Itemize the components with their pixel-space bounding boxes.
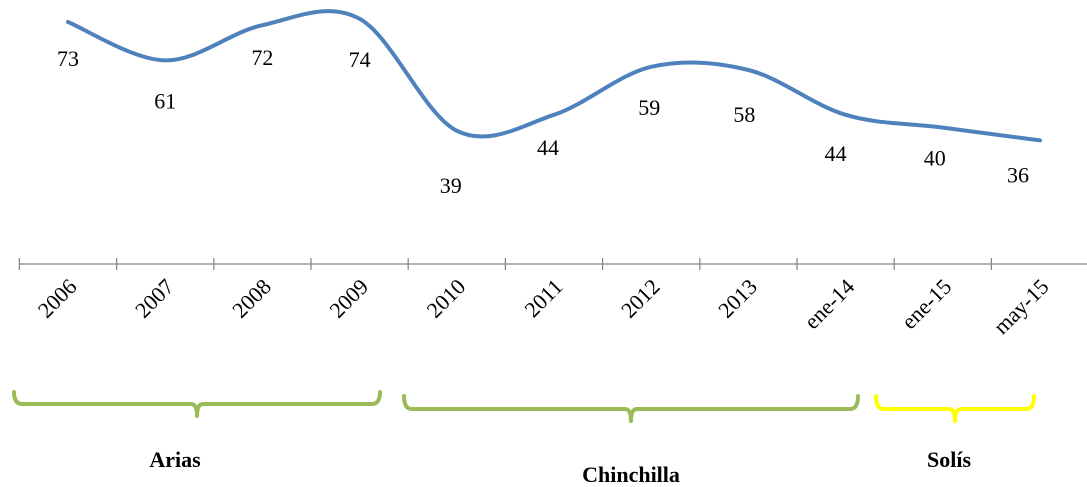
data-label: 36 [1007, 162, 1029, 187]
data-label: 61 [154, 88, 176, 113]
data-label: 74 [349, 47, 371, 72]
x-tick-label: 2009 [324, 274, 373, 323]
period-brace [402, 394, 860, 423]
period-label: Solís [927, 447, 971, 472]
x-tick-label: 2008 [227, 274, 276, 323]
data-label: 59 [638, 95, 660, 120]
period-label: Chinchilla [582, 462, 680, 487]
data-label: 73 [57, 46, 79, 71]
data-label: 72 [251, 45, 273, 70]
period-brace [874, 394, 1036, 423]
data-label: 40 [924, 146, 946, 171]
x-tick-label: ene-14 [799, 274, 859, 334]
x-tick-label: 2010 [422, 274, 471, 323]
x-tick-label: 2006 [33, 274, 82, 323]
data-label: 44 [537, 135, 559, 160]
x-tick-label: may-15 [988, 274, 1053, 339]
x-tick-label: 2012 [616, 274, 665, 323]
period-brace [12, 390, 382, 418]
x-tick-label: ene-15 [896, 274, 956, 334]
series-line [66, 9, 1042, 143]
x-tick-label: 2011 [519, 274, 567, 322]
data-label: 39 [440, 173, 462, 198]
data-label: 58 [733, 102, 755, 127]
x-tick-label: 2013 [713, 274, 762, 323]
period-label: Arias [149, 447, 201, 472]
data-label: 44 [825, 141, 847, 166]
x-tick-label: 2007 [130, 274, 179, 323]
